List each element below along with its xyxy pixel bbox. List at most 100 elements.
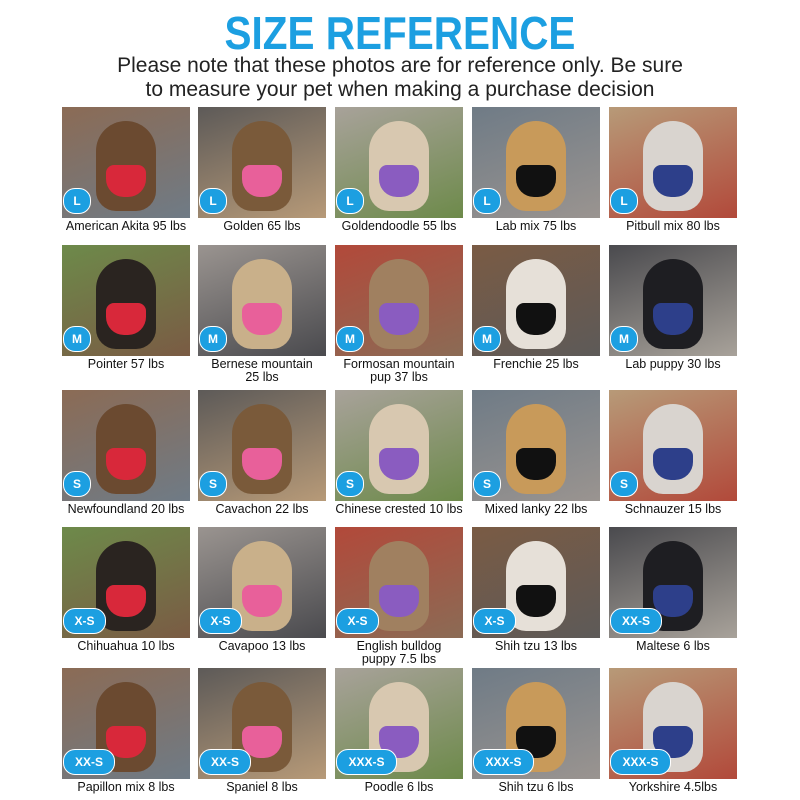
size-badge: M bbox=[473, 326, 501, 352]
size-badge: S bbox=[473, 471, 501, 497]
caption: Frenchie 25 lbs bbox=[461, 358, 611, 371]
caption: Cavachon 22 lbs bbox=[187, 503, 337, 516]
size-badge: X-S bbox=[199, 608, 242, 634]
harness bbox=[242, 448, 282, 480]
size-badge: L bbox=[199, 188, 227, 214]
harness bbox=[106, 726, 146, 758]
caption-line: Golden 65 lbs bbox=[223, 219, 301, 233]
caption-line: puppy 7.5 lbs bbox=[361, 652, 437, 666]
caption-line: Lab puppy 30 lbs bbox=[625, 357, 721, 371]
size-badge: XXX-S bbox=[336, 749, 397, 775]
size-badge: M bbox=[199, 326, 227, 352]
caption: Goldendoodle 55 lbs bbox=[324, 220, 474, 233]
caption: Yorkshire 4.5lbs bbox=[598, 781, 748, 794]
dog-photo bbox=[62, 390, 190, 501]
harness bbox=[653, 303, 693, 335]
dog-photo bbox=[609, 245, 737, 356]
harness bbox=[106, 303, 146, 335]
harness bbox=[516, 585, 556, 617]
caption: Golden 65 lbs bbox=[187, 220, 337, 233]
harness bbox=[653, 165, 693, 197]
caption-line: pup 37 lbs bbox=[370, 370, 428, 384]
caption-line: Mixed lanky 22 lbs bbox=[484, 502, 588, 516]
subtitle-line: to measure your pet when making a purcha… bbox=[145, 78, 655, 101]
size-badge: XX-S bbox=[63, 749, 115, 775]
caption-line: 25 lbs bbox=[245, 370, 279, 384]
caption: Schnauzer 15 lbs bbox=[598, 503, 748, 516]
size-badge: X-S bbox=[473, 608, 516, 634]
caption-line: Newfoundland 20 lbs bbox=[67, 502, 185, 516]
harness bbox=[379, 585, 419, 617]
subtitle-line: Please note that these photos are for re… bbox=[117, 54, 683, 77]
size-badge: M bbox=[336, 326, 364, 352]
caption: Shih tzu 6 lbs bbox=[461, 781, 611, 794]
harness bbox=[242, 585, 282, 617]
caption: American Akita 95 lbs bbox=[51, 220, 201, 233]
caption: Poodle 6 lbs bbox=[324, 781, 474, 794]
caption: Maltese 6 lbs bbox=[598, 640, 748, 653]
harness bbox=[516, 165, 556, 197]
size-badge: M bbox=[610, 326, 638, 352]
size-badge: S bbox=[63, 471, 91, 497]
dog-photo bbox=[609, 527, 737, 638]
harness bbox=[242, 165, 282, 197]
caption-line: Bernese mountain bbox=[211, 357, 313, 371]
dog-photo bbox=[472, 245, 600, 356]
caption-line: Lab mix 75 lbs bbox=[495, 219, 577, 233]
caption: Spaniel 8 lbs bbox=[187, 781, 337, 794]
caption: Formosan mountain pup 37 lbs bbox=[324, 358, 474, 384]
harness bbox=[653, 585, 693, 617]
harness bbox=[106, 165, 146, 197]
caption-line: Frenchie 25 lbs bbox=[493, 357, 579, 371]
size-badge: L bbox=[473, 188, 501, 214]
caption: Mixed lanky 22 lbs bbox=[461, 503, 611, 516]
caption: Lab mix 75 lbs bbox=[461, 220, 611, 233]
dog-photo bbox=[472, 668, 600, 779]
caption-line: Cavachon 22 lbs bbox=[215, 502, 309, 516]
size-badge: L bbox=[336, 188, 364, 214]
size-badge: X-S bbox=[63, 608, 106, 634]
caption: Lab puppy 30 lbs bbox=[598, 358, 748, 371]
harness bbox=[379, 448, 419, 480]
harness bbox=[516, 448, 556, 480]
size-badge: S bbox=[199, 471, 227, 497]
caption-line: Schnauzer 15 lbs bbox=[624, 502, 722, 516]
caption: Pointer 57 lbs bbox=[51, 358, 201, 371]
caption-line: Cavapoo 13 lbs bbox=[218, 639, 306, 653]
caption: Chihuahua 10 lbs bbox=[51, 640, 201, 653]
dog-photo bbox=[472, 107, 600, 218]
harness bbox=[242, 303, 282, 335]
caption: Papillon mix 8 lbs bbox=[51, 781, 201, 794]
caption: Cavapoo 13 lbs bbox=[187, 640, 337, 653]
harness bbox=[106, 448, 146, 480]
size-badge: M bbox=[63, 326, 91, 352]
caption: Chinese crested 10 lbs bbox=[324, 503, 474, 516]
caption-line: Spaniel 8 lbs bbox=[226, 780, 298, 794]
size-badge: S bbox=[336, 471, 364, 497]
caption-line: Formosan mountain bbox=[343, 357, 455, 371]
harness bbox=[379, 165, 419, 197]
caption: Pitbull mix 80 lbs bbox=[598, 220, 748, 233]
caption-line: English bulldog bbox=[356, 639, 442, 653]
size-badge: XX-S bbox=[199, 749, 251, 775]
size-badge: XX-S bbox=[610, 608, 662, 634]
size-badge: X-S bbox=[336, 608, 379, 634]
title: SIZE REFERENCE bbox=[224, 7, 576, 59]
caption: Shih tzu 13 lbs bbox=[461, 640, 611, 653]
caption-line: Yorkshire 4.5lbs bbox=[628, 780, 718, 794]
caption-line: Pointer 57 lbs bbox=[87, 357, 165, 371]
caption-line: Chihuahua 10 lbs bbox=[77, 639, 175, 653]
caption-line: Shih tzu 13 lbs bbox=[495, 639, 577, 653]
caption-line: Pitbull mix 80 lbs bbox=[626, 219, 720, 233]
caption-line: Goldendoodle 55 lbs bbox=[341, 219, 457, 233]
harness bbox=[379, 303, 419, 335]
harness bbox=[106, 585, 146, 617]
caption: English bulldog puppy 7.5 lbs bbox=[324, 640, 474, 666]
size-badge: S bbox=[610, 471, 638, 497]
caption-line: Maltese 6 lbs bbox=[636, 639, 710, 653]
caption-line: Poodle 6 lbs bbox=[364, 780, 434, 794]
caption-line: Papillon mix 8 lbs bbox=[77, 780, 175, 794]
harness bbox=[242, 726, 282, 758]
size-badge: L bbox=[610, 188, 638, 214]
